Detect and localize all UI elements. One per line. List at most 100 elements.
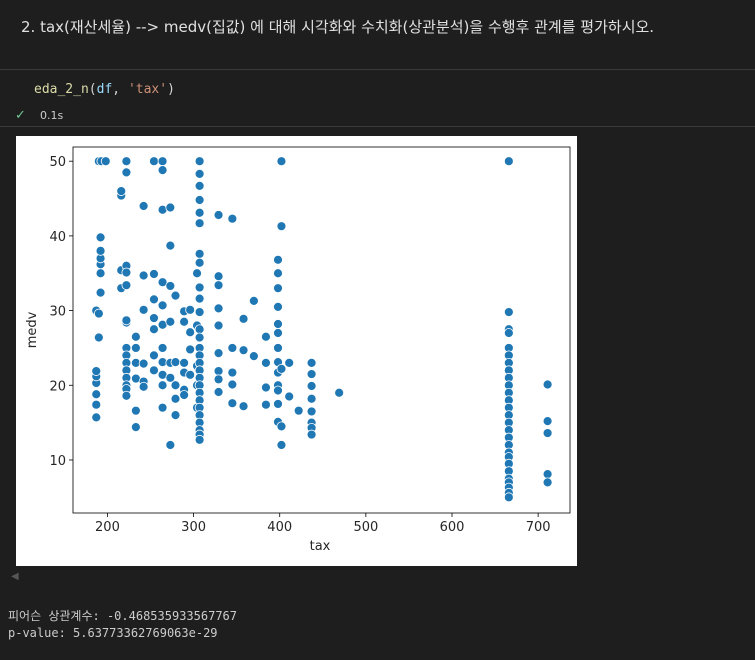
point	[157, 402, 168, 413]
point	[130, 422, 141, 433]
code-cell[interactable]: eda_2_n(df, 'tax')	[34, 82, 175, 97]
point	[165, 202, 176, 213]
point	[149, 365, 159, 376]
point	[194, 434, 205, 445]
point	[273, 268, 283, 279]
point	[157, 380, 168, 391]
point	[157, 343, 168, 353]
point	[138, 201, 149, 211]
point	[227, 367, 238, 378]
point	[542, 469, 553, 480]
point	[130, 405, 141, 416]
point	[91, 366, 102, 376]
x-tick-label: 200	[95, 520, 120, 535]
point	[100, 156, 111, 167]
point	[138, 304, 149, 315]
point	[227, 343, 238, 353]
y-tick-label: 30	[49, 305, 66, 320]
point	[121, 167, 132, 178]
point	[165, 240, 176, 251]
point	[213, 374, 224, 385]
point	[194, 324, 205, 335]
x-tick-label: 600	[440, 520, 465, 535]
point	[273, 343, 283, 353]
point	[165, 281, 176, 291]
point	[170, 290, 181, 301]
point	[185, 327, 196, 338]
point	[542, 428, 553, 438]
point	[261, 357, 271, 368]
point	[170, 380, 181, 391]
point	[91, 389, 102, 400]
exec-time: 0.1s	[40, 109, 64, 122]
point	[149, 313, 159, 323]
point	[157, 156, 168, 167]
point	[227, 213, 238, 224]
y-tick-label: 20	[49, 379, 66, 394]
point	[227, 398, 238, 409]
point	[149, 269, 159, 279]
point	[194, 293, 205, 304]
point	[542, 379, 553, 390]
separator	[0, 126, 755, 127]
point	[121, 315, 132, 326]
point	[213, 387, 224, 397]
point	[306, 406, 317, 417]
code-token: (	[88, 82, 97, 97]
point	[238, 401, 249, 412]
point	[276, 221, 287, 232]
point	[165, 440, 176, 450]
point	[170, 410, 181, 421]
point	[293, 405, 304, 416]
point	[213, 366, 224, 376]
point	[95, 287, 106, 298]
point	[248, 295, 259, 306]
point	[213, 303, 224, 314]
point	[213, 320, 224, 331]
output-line: 피어슨 상관계수: -0.468535933567767	[8, 609, 237, 623]
point	[306, 429, 317, 440]
point	[165, 372, 176, 383]
point	[503, 156, 514, 167]
point	[93, 332, 104, 343]
y-tick-label: 50	[49, 155, 66, 170]
code-token: eda_2_n	[34, 82, 89, 97]
point	[213, 348, 224, 359]
point	[503, 492, 514, 503]
scroll-arrow[interactable]: ◀	[11, 571, 19, 582]
point	[185, 369, 196, 380]
x-axis-label: tax	[310, 539, 331, 554]
point	[227, 379, 238, 390]
point	[179, 357, 190, 368]
chart: tax medv 200 300 400 500 600 700 10 20 30 40 50	[25, 146, 571, 554]
point	[138, 358, 149, 369]
point	[138, 270, 149, 281]
point	[306, 357, 317, 368]
point	[503, 328, 514, 338]
point	[306, 369, 317, 379]
point	[273, 283, 283, 294]
point	[273, 319, 283, 329]
point	[130, 331, 141, 342]
y-axis-label: medv	[25, 311, 40, 348]
point	[149, 350, 159, 361]
point	[165, 316, 176, 327]
point	[149, 156, 159, 167]
x-tick-label: 500	[353, 520, 378, 535]
markdown-cell: 2. tax(재산세율) --> medv(집값) 에 대해 시각화와 수치화(…	[21, 18, 655, 36]
point	[194, 180, 205, 191]
point	[194, 207, 205, 218]
point	[194, 332, 205, 343]
point	[185, 344, 196, 355]
point	[194, 282, 205, 293]
plot-frame	[72, 146, 571, 514]
point	[213, 271, 224, 282]
point	[116, 186, 127, 196]
point	[130, 343, 141, 353]
point	[248, 351, 259, 362]
code-token: df	[96, 82, 113, 97]
point	[273, 385, 283, 396]
point	[95, 232, 106, 243]
point	[273, 399, 283, 409]
